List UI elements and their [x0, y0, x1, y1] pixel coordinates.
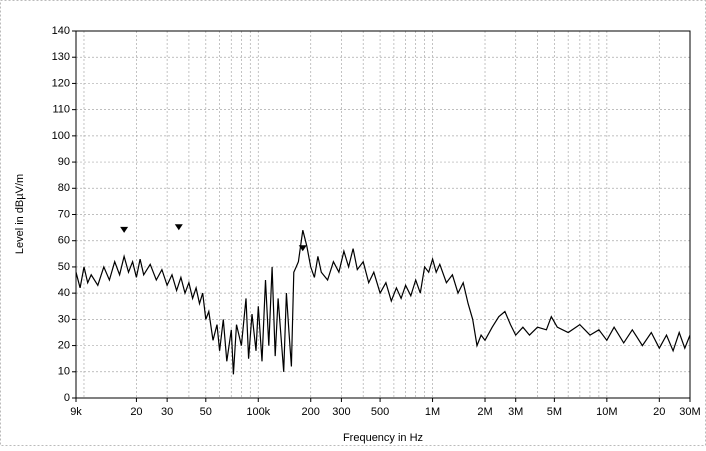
peak-marker	[298, 245, 307, 252]
y-axis-label: Level in dBµV/m	[14, 174, 26, 254]
x-tick-label: 200	[302, 406, 320, 418]
y-tick-label: 60	[58, 235, 70, 247]
x-tick-label: 5M	[547, 406, 562, 418]
x-tick-label: 30M	[679, 406, 700, 418]
x-tick-label: 50	[200, 406, 212, 418]
y-tick-label: 110	[52, 104, 70, 116]
x-tick-label: 1M	[425, 406, 440, 418]
peak-marker	[174, 224, 183, 231]
x-tick-label: 300	[332, 406, 350, 418]
plot-border	[75, 30, 691, 399]
y-tick-label: 100	[52, 130, 70, 142]
x-tick-label: 100k	[246, 406, 270, 418]
y-tick-label: 10	[58, 366, 70, 378]
x-tick-label: 2M	[477, 406, 492, 418]
y-tick-label: 130	[52, 51, 70, 63]
y-tick-label: 140	[52, 25, 70, 37]
y-tick-label: 120	[52, 77, 70, 89]
y-tick-label: 30	[58, 313, 70, 325]
x-tick-label: 30	[161, 406, 173, 418]
y-tick-label: 70	[58, 208, 70, 220]
x-tick-label: 20	[130, 406, 142, 418]
y-tick-label: 90	[58, 156, 70, 168]
y-tick-label: 20	[58, 339, 70, 351]
y-tick-label: 0	[64, 392, 70, 404]
x-axis-label: Frequency in Hz	[343, 432, 423, 444]
spectrum-line	[75, 230, 691, 375]
y-tick-label: 50	[58, 261, 70, 273]
y-tick-label: 80	[58, 182, 70, 194]
x-tick-label: 10M	[596, 406, 617, 418]
peak-marker	[120, 226, 129, 233]
x-tick-label: 500	[371, 406, 389, 418]
x-tick-label: 20	[653, 406, 665, 418]
y-tick-label: 40	[58, 287, 70, 299]
x-tick-label: 9k	[70, 406, 82, 418]
x-tick-label: 3M	[508, 406, 523, 418]
